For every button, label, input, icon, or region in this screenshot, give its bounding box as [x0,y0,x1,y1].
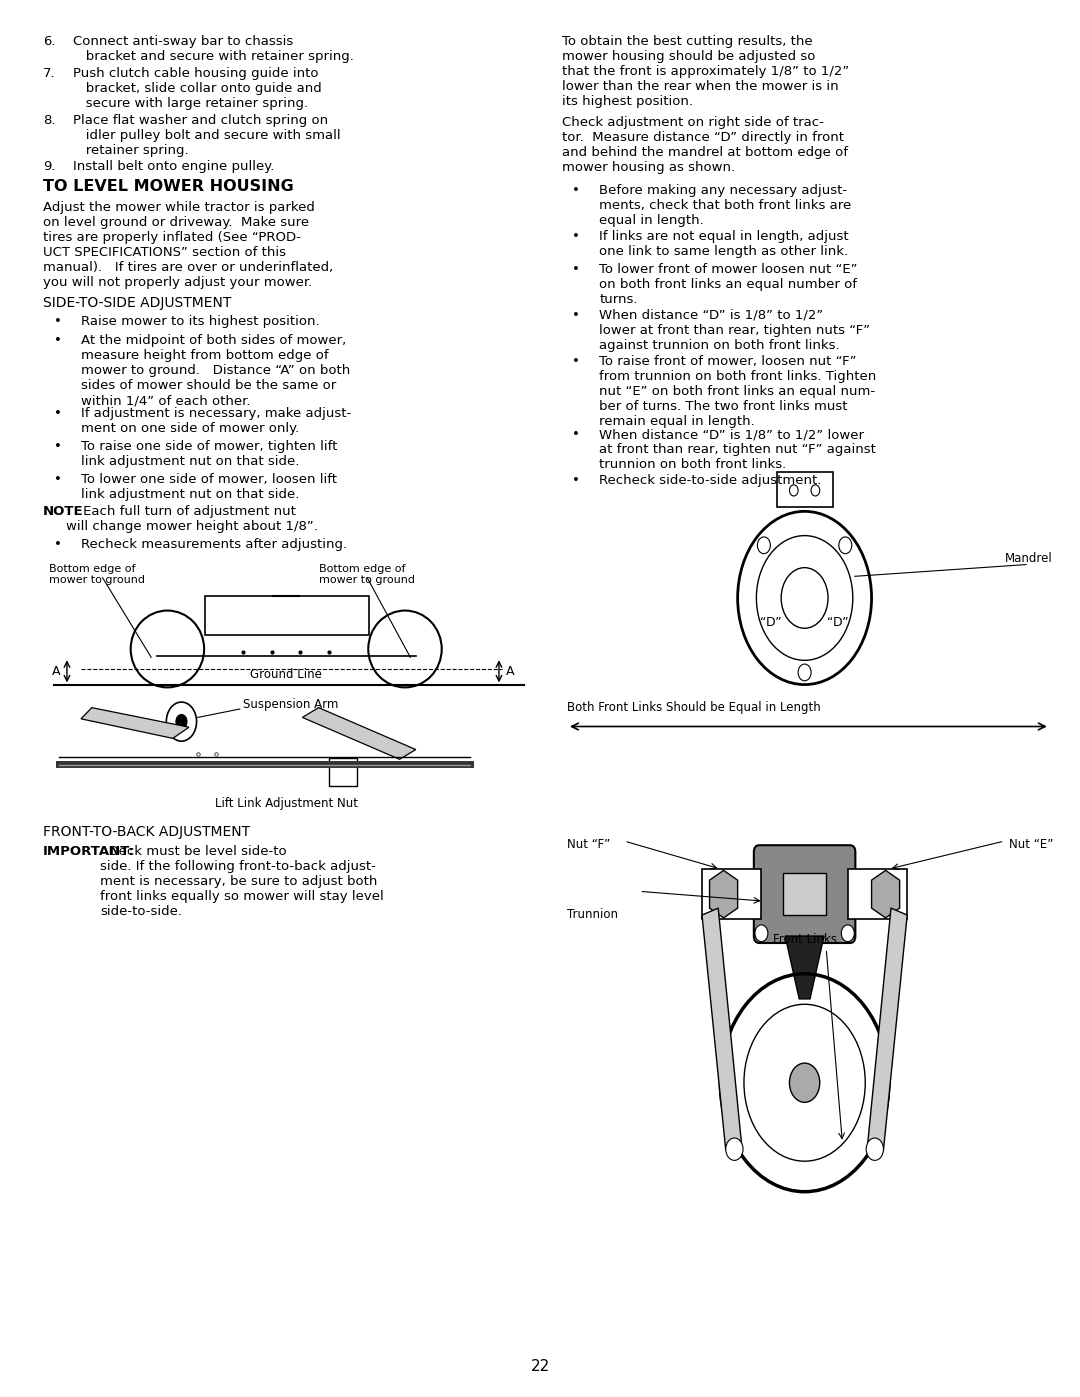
Text: If links are not equal in length, adjust
one link to same length as other link.: If links are not equal in length, adjust… [599,231,849,258]
Text: Place flat washer and clutch spring on
   idler pulley bolt and secure with smal: Place flat washer and clutch spring on i… [73,113,341,156]
Circle shape [798,664,811,680]
FancyBboxPatch shape [848,869,907,919]
FancyBboxPatch shape [702,869,761,919]
Text: To lower one side of mower, loosen lift
link adjustment nut on that side.: To lower one side of mower, loosen lift … [81,472,337,500]
Text: Adjust the mower while tractor is parked
on level ground or driveway.  Make sure: Adjust the mower while tractor is parked… [43,201,334,289]
Text: Mandrel: Mandrel [1005,552,1053,566]
Text: Raise mower to its highest position.: Raise mower to its highest position. [81,316,320,328]
Text: A: A [505,665,514,678]
FancyBboxPatch shape [754,845,855,943]
Text: Deck must be level side-to
side. If the following front-to-back adjust-
ment is : Deck must be level side-to side. If the … [100,845,384,918]
Text: Install belt onto engine pulley.: Install belt onto engine pulley. [73,159,274,173]
Text: •: • [54,408,62,420]
Polygon shape [872,870,900,918]
Polygon shape [702,908,742,1150]
Circle shape [841,925,854,942]
Text: •: • [572,184,580,197]
Text: •: • [572,355,580,367]
Text: To obtain the best cutting results, the
mower housing should be adjusted so
that: To obtain the best cutting results, the … [562,35,849,108]
Text: TO LEVEL MOWER HOUSING: TO LEVEL MOWER HOUSING [43,179,294,194]
Polygon shape [785,936,824,999]
Text: :   Each full turn of adjustment nut
will change mower height about 1/8”.: : Each full turn of adjustment nut will … [66,506,318,534]
Text: •: • [54,472,62,486]
Text: 7.: 7. [43,67,56,81]
Text: Ground Line: Ground Line [251,668,322,682]
Text: Both Front Links Should be Equal in Length: Both Front Links Should be Equal in Leng… [567,701,821,714]
Text: •: • [54,538,62,550]
Polygon shape [81,708,189,739]
Text: When distance “D” is 1/8” to 1/2” lower
at front than rear, tighten nut “F” agai: When distance “D” is 1/8” to 1/2” lower … [599,427,876,471]
Text: •: • [572,427,580,441]
Text: •: • [572,309,580,321]
Text: •: • [572,231,580,243]
Text: Nut “F”: Nut “F” [567,838,610,851]
Text: •: • [54,440,62,453]
Text: 9.: 9. [43,159,56,173]
Text: Suspension Arm: Suspension Arm [243,698,338,711]
Text: FRONT-TO-BACK ADJUSTMENT: FRONT-TO-BACK ADJUSTMENT [43,826,251,840]
Text: “D”: “D” [760,616,782,629]
Text: •: • [54,334,62,348]
Text: Check adjustment on right side of trac-
tor.  Measure distance “D” directly in f: Check adjustment on right side of trac- … [562,116,848,175]
Circle shape [811,485,820,496]
Circle shape [726,1139,743,1161]
Text: •: • [572,263,580,275]
Text: 22: 22 [530,1359,550,1373]
FancyBboxPatch shape [783,873,826,915]
Text: Front Links: Front Links [772,933,837,946]
Text: To raise one side of mower, tighten lift
link adjustment nut on that side.: To raise one side of mower, tighten lift… [81,440,337,468]
Text: At the midpoint of both sides of mower,
measure height from bottom edge of
mower: At the midpoint of both sides of mower, … [81,334,350,408]
Text: “D”: “D” [827,616,849,629]
Text: SIDE-TO-SIDE ADJUSTMENT: SIDE-TO-SIDE ADJUSTMENT [43,296,231,310]
Polygon shape [302,708,416,760]
Circle shape [757,536,770,553]
Polygon shape [710,870,738,918]
Text: To raise front of mower, loosen nut “F”
from trunnion on both front links. Tight: To raise front of mower, loosen nut “F” … [599,355,877,427]
Circle shape [789,1063,820,1102]
Text: To lower front of mower loosen nut “E”
on both front links an equal number of
tu: To lower front of mower loosen nut “E” o… [599,263,858,306]
Circle shape [755,925,768,942]
Circle shape [839,536,852,553]
Text: Lift Link Adjustment Nut: Lift Link Adjustment Nut [215,798,357,810]
Text: Bottom edge of
mower to ground: Bottom edge of mower to ground [49,564,145,585]
Circle shape [866,1139,883,1161]
Text: If adjustment is necessary, make adjust-
ment on one side of mower only.: If adjustment is necessary, make adjust-… [81,408,351,436]
Text: Recheck side-to-side adjustment.: Recheck side-to-side adjustment. [599,474,822,488]
Text: •: • [572,474,580,488]
Text: Push clutch cable housing guide into
   bracket, slide collar onto guide and
   : Push clutch cable housing guide into bra… [73,67,322,110]
Text: IMPORTANT:: IMPORTANT: [43,845,135,858]
Circle shape [789,485,798,496]
Text: A: A [52,665,60,678]
Text: NOTE: NOTE [43,506,84,518]
Text: Before making any necessary adjust-
ments, check that both front links are
equal: Before making any necessary adjust- ment… [599,184,852,228]
Circle shape [176,715,187,729]
Text: Recheck measurements after adjusting.: Recheck measurements after adjusting. [81,538,347,550]
Text: Nut “E”: Nut “E” [1009,838,1053,851]
Text: When distance “D” is 1/8” to 1/2”
lower at front than rear, tighten nuts “F”
aga: When distance “D” is 1/8” to 1/2” lower … [599,309,870,352]
Text: 6.: 6. [43,35,56,47]
Text: Trunnion: Trunnion [567,908,618,921]
Text: •: • [54,316,62,328]
Text: Bottom edge of
mower to ground: Bottom edge of mower to ground [319,564,415,585]
Text: 8.: 8. [43,113,56,127]
Text: Connect anti-sway bar to chassis
   bracket and secure with retainer spring.: Connect anti-sway bar to chassis bracket… [73,35,354,63]
Polygon shape [867,908,907,1150]
